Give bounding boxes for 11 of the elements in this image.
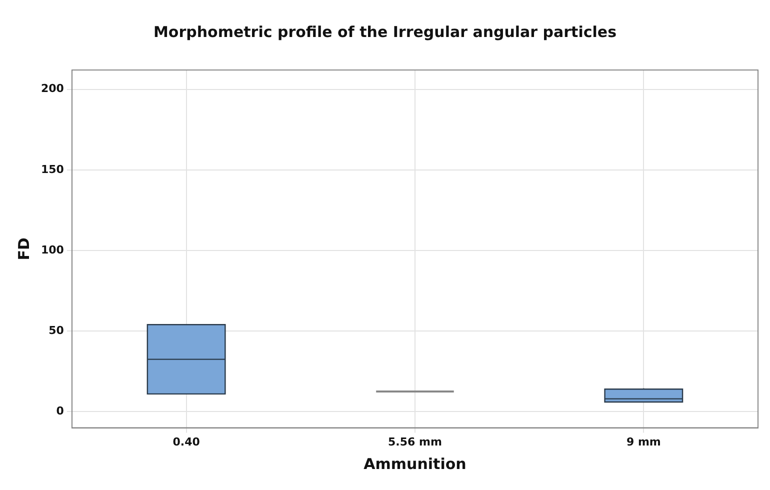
chart-title: Morphometric profile of the Irregular angular particles — [153, 22, 617, 41]
x-tick-label: 0.40 — [172, 435, 200, 448]
y-tick-label: 50 — [48, 324, 64, 337]
y-axis-title: FD — [14, 238, 33, 260]
y-tick-label: 0 — [56, 404, 64, 418]
x-tick-label: 9 mm — [626, 435, 661, 448]
y-tick-label: 100 — [40, 243, 64, 256]
x-axis-title: Ammunition — [364, 454, 466, 473]
x-tick-label: 5.56 mm — [388, 435, 442, 448]
y-tick-label: 200 — [40, 82, 64, 96]
y-tick-label: 150 — [40, 162, 64, 176]
